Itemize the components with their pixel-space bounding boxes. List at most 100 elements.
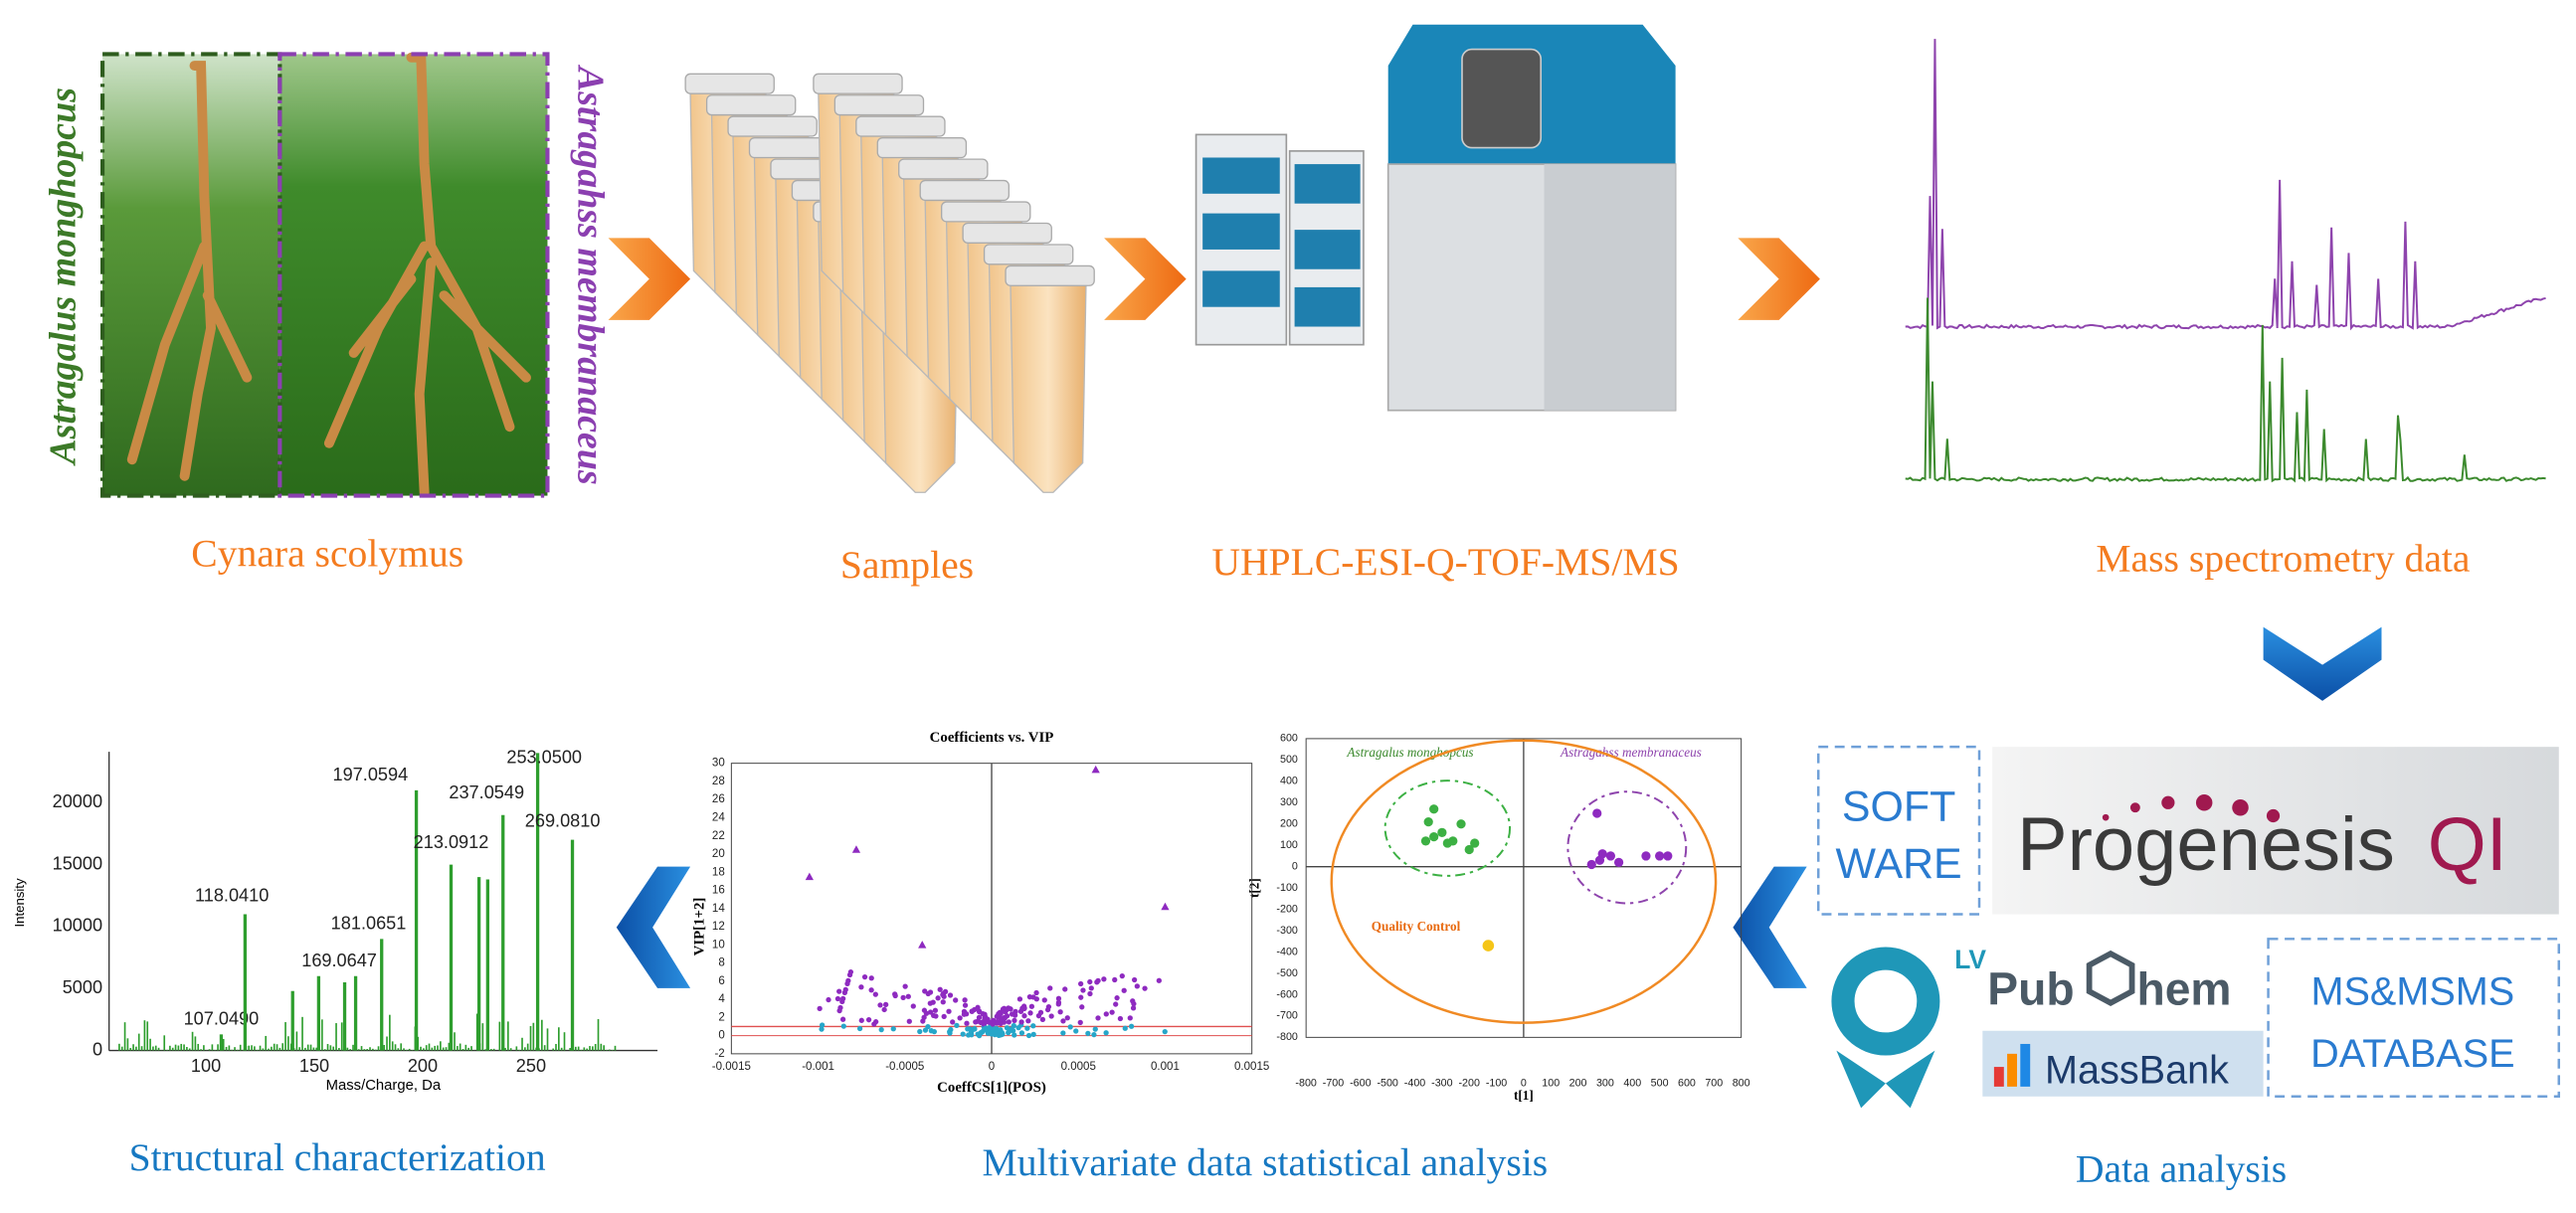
group-label: Astragalus monghopcus: [1346, 745, 1473, 760]
peak-label: 118.0410: [195, 885, 269, 905]
lv-ribbon: [1836, 1050, 1935, 1109]
vip-point: [842, 986, 848, 992]
database-text: DATABASE: [2310, 1032, 2514, 1076]
vip-point: [964, 1020, 970, 1026]
tick-label: 0: [1292, 860, 1298, 872]
logo-dot: [2129, 802, 2140, 813]
vip-point-low: [1162, 1028, 1168, 1035]
pubchem-text: Pub: [1987, 962, 2074, 1014]
vip-point: [1039, 1016, 1046, 1023]
vip-point: [1035, 1013, 1042, 1019]
score-point: [1613, 857, 1624, 867]
vip-point: [921, 1014, 927, 1020]
stage-label: Samples: [840, 543, 974, 587]
tick-label: 18: [712, 866, 725, 878]
vip-point: [1006, 1019, 1012, 1025]
root-left: [126, 61, 253, 481]
vip-point: [947, 992, 954, 998]
vip-outlier: [1161, 902, 1170, 911]
vip-point-low: [997, 1029, 1003, 1035]
qc-point: [1482, 940, 1495, 952]
vip-point: [1004, 1007, 1010, 1013]
stage-label: Multivariate data statistical analysis: [983, 1140, 1549, 1184]
vip-point: [975, 1018, 981, 1024]
axis-label: t[2]: [1246, 878, 1261, 898]
tick-label: 2: [718, 1011, 724, 1023]
vip-point-low: [856, 1025, 863, 1032]
vip-point: [839, 995, 846, 1002]
tick-label: 0: [989, 1061, 995, 1073]
vip-outlier: [918, 941, 927, 949]
vip-point: [902, 983, 908, 989]
tick-label: -0.001: [802, 1061, 834, 1073]
vip-point: [990, 1021, 996, 1027]
vip-point: [836, 988, 842, 994]
vip-point-low: [966, 1032, 972, 1038]
peak-label: 269.0810: [525, 810, 601, 830]
score-point: [1423, 816, 1433, 827]
vip-point-low: [840, 1023, 846, 1029]
vip-point: [1114, 995, 1120, 1001]
tick-label: -100: [1486, 1077, 1507, 1089]
vip-point: [1131, 976, 1138, 983]
vip-point: [1109, 1009, 1115, 1015]
score-point: [1429, 831, 1439, 842]
vip-point: [1095, 1015, 1101, 1021]
vip-outlier: [805, 872, 814, 881]
vip-point-low: [1103, 1030, 1109, 1036]
vip-point-low: [985, 1030, 992, 1036]
vip-point: [1112, 976, 1118, 983]
axis-label: Mass/Charge, Da: [326, 1078, 442, 1094]
peak-label: 237.0549: [449, 782, 524, 802]
vip-point: [950, 1019, 956, 1025]
score-point: [1456, 819, 1466, 829]
peak-label: 181.0651: [331, 913, 407, 933]
tick-label: -500: [1276, 967, 1297, 979]
tube-cap: [898, 158, 989, 180]
tube-cap: [962, 222, 1052, 244]
vip-point: [1027, 1010, 1033, 1016]
vip-point-low: [1030, 1031, 1036, 1038]
vip-point: [1021, 1005, 1027, 1012]
vip-point: [1009, 1011, 1015, 1017]
tube-cap: [876, 137, 968, 159]
logo-dot: [2195, 794, 2213, 811]
vip-point: [1078, 980, 1084, 987]
vip-point-low: [948, 1026, 954, 1033]
tick-label: 14: [712, 903, 725, 915]
tick-label: 5000: [63, 977, 102, 997]
tick-label: 16: [712, 885, 725, 897]
logo-dot: [2161, 795, 2175, 809]
data-analysis-panel: SOFT WARE Progenesis QI LV Pub hem MassB…: [1816, 745, 2561, 1109]
vip-point: [963, 1011, 970, 1017]
vip-point: [906, 1018, 912, 1024]
axis-label: t[1]: [1514, 1088, 1534, 1103]
tick-label: 20: [712, 848, 725, 860]
progenesis-logo: [1992, 747, 2559, 915]
peak-label: 213.0912: [414, 832, 489, 852]
lv-ring: [1831, 947, 1940, 1056]
vip-point-low: [890, 1026, 896, 1032]
vip-point: [1016, 996, 1023, 1002]
tick-label: -800: [1295, 1077, 1316, 1089]
group-ellipse: [1566, 790, 1688, 905]
vip-point: [1142, 985, 1148, 991]
tick-label: -0.0015: [712, 1061, 751, 1073]
score-point: [1442, 838, 1452, 848]
tick-label: 250: [516, 1056, 546, 1076]
vip-point: [1103, 1011, 1109, 1017]
vip-point: [847, 968, 854, 975]
lc-panel: [1202, 270, 1280, 307]
vip-outlier: [851, 845, 861, 853]
tick-label: 200: [1280, 818, 1298, 830]
arrow: [608, 238, 691, 320]
vip-point-low: [925, 1023, 931, 1030]
tick-label: 0.0015: [1234, 1061, 1269, 1073]
score-point: [1420, 836, 1431, 846]
confidence-ellipse: [1330, 739, 1718, 1024]
tick-label: -300: [1276, 925, 1297, 937]
score-point: [1605, 851, 1616, 861]
vip-point: [1047, 985, 1053, 991]
tick-label: 400: [1623, 1077, 1641, 1089]
score-point: [1663, 851, 1673, 861]
